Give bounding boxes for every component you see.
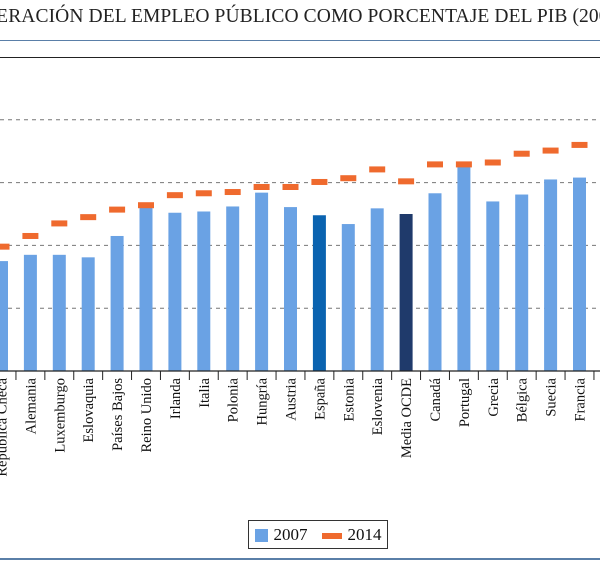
- dash-2014-portugal: [455, 161, 472, 168]
- dash-2014-países-bajos: [109, 206, 126, 213]
- x-tick-label: Eslovaquia: [81, 377, 97, 442]
- dash-2014-suecia: [542, 147, 559, 154]
- bar-2007-países-bajos: [110, 235, 124, 371]
- dash-2014-estonia: [340, 175, 357, 182]
- dash-2014-reino-unido: [138, 202, 154, 209]
- dash-2014-polonia: [224, 189, 241, 196]
- dash-2014-españa: [311, 178, 328, 185]
- bar-2007-eslovenia: [370, 208, 384, 371]
- dash-2014-alemania: [22, 232, 39, 239]
- bar-2007-luxemburgo: [52, 254, 66, 371]
- dash-2014-eslovaquia: [80, 214, 97, 221]
- bar-2007-italia: [197, 211, 211, 371]
- x-tick-label: Canadá: [428, 377, 444, 421]
- x-tick-label: Reino Unido: [139, 378, 155, 453]
- dash-2014-luxemburgo: [51, 220, 68, 227]
- x-tick-label: Irlanda: [168, 377, 184, 419]
- chart-top-border: [0, 57, 600, 58]
- legend-label: 2007: [273, 524, 308, 544]
- x-tick-label: República Checa: [0, 377, 11, 476]
- dash-2014-república-checa: [0, 243, 10, 250]
- bar-2007-república-checa: [0, 261, 8, 371]
- x-tick-label: Suecia: [544, 377, 560, 416]
- legend-item-2014: 2014: [321, 524, 382, 545]
- x-tick-label: Portugal: [457, 378, 473, 427]
- dash-2014-eslovenia: [369, 166, 386, 173]
- bar-2007-eslovaquia: [81, 257, 95, 371]
- x-tick-label: Grecia: [486, 377, 502, 416]
- x-tick-label: Eslovenia: [370, 377, 386, 435]
- bar-2007-canadá: [428, 193, 442, 371]
- bottom-rule: [0, 558, 600, 560]
- x-tick-label: Países Bajos: [110, 378, 126, 451]
- legend-item-2007: 2007: [254, 524, 308, 545]
- x-tick-label: Bélgica: [515, 377, 531, 422]
- x-tick-label: Italia: [197, 377, 213, 407]
- chart-title: NERACIÓN DEL EMPLEO PÚBLICO COMO PORCENT…: [0, 6, 600, 27]
- x-tick-label: Hungría: [255, 377, 271, 425]
- bar-2007-francia: [573, 177, 586, 371]
- x-tick-label: Austria: [284, 377, 300, 420]
- bar-2007-grecia: [486, 201, 500, 371]
- bar-2007-reino-unido: [139, 207, 153, 371]
- bar-2007-portugal: [457, 166, 471, 371]
- x-tick-label: España: [312, 377, 328, 419]
- x-tick-label: Alemania: [23, 377, 39, 434]
- dash-2014-irlanda: [166, 192, 183, 199]
- dash-2014-francia: [571, 141, 588, 148]
- bar-2007-suecia: [544, 179, 558, 371]
- bar-2007-españa: [312, 215, 326, 371]
- dash-2014-media-ocde: [398, 178, 415, 185]
- dash-2014-austria: [282, 183, 299, 190]
- dash-2014-canadá: [427, 161, 443, 168]
- dash-2014-grecia: [484, 159, 501, 166]
- x-tick-label: Polonia: [226, 377, 242, 422]
- dash-2014-italia: [195, 190, 212, 197]
- legend-label: 2014: [347, 524, 382, 544]
- bar-2007-alemania: [23, 254, 37, 371]
- dash-2014-bélgica: [513, 150, 530, 157]
- legend: 2007 2014: [248, 520, 388, 549]
- bar-2007-austria: [284, 207, 297, 371]
- x-tick-label: Estonia: [341, 377, 357, 421]
- legend-swatch-bar: [254, 529, 268, 543]
- bar-2007-irlanda: [168, 212, 182, 371]
- bar-2007-polonia: [226, 206, 240, 371]
- bar-2007-bélgica: [515, 194, 529, 371]
- bar-2007-media-ocde: [399, 214, 413, 371]
- title-rule: [0, 40, 600, 41]
- dash-2014-hungría: [253, 183, 270, 190]
- chart-plot: República Checa Alemania Luxemburgo Eslovaq…: [0, 119, 600, 477]
- bar-2007-hungría: [255, 192, 269, 371]
- bar-2007-estonia: [341, 224, 355, 371]
- x-tick-label: Luxemburgo: [52, 378, 68, 453]
- legend-swatch-dash: [321, 532, 342, 539]
- x-tick-label: Francia: [573, 377, 589, 421]
- x-tick-label: Media OCDE: [399, 378, 415, 458]
